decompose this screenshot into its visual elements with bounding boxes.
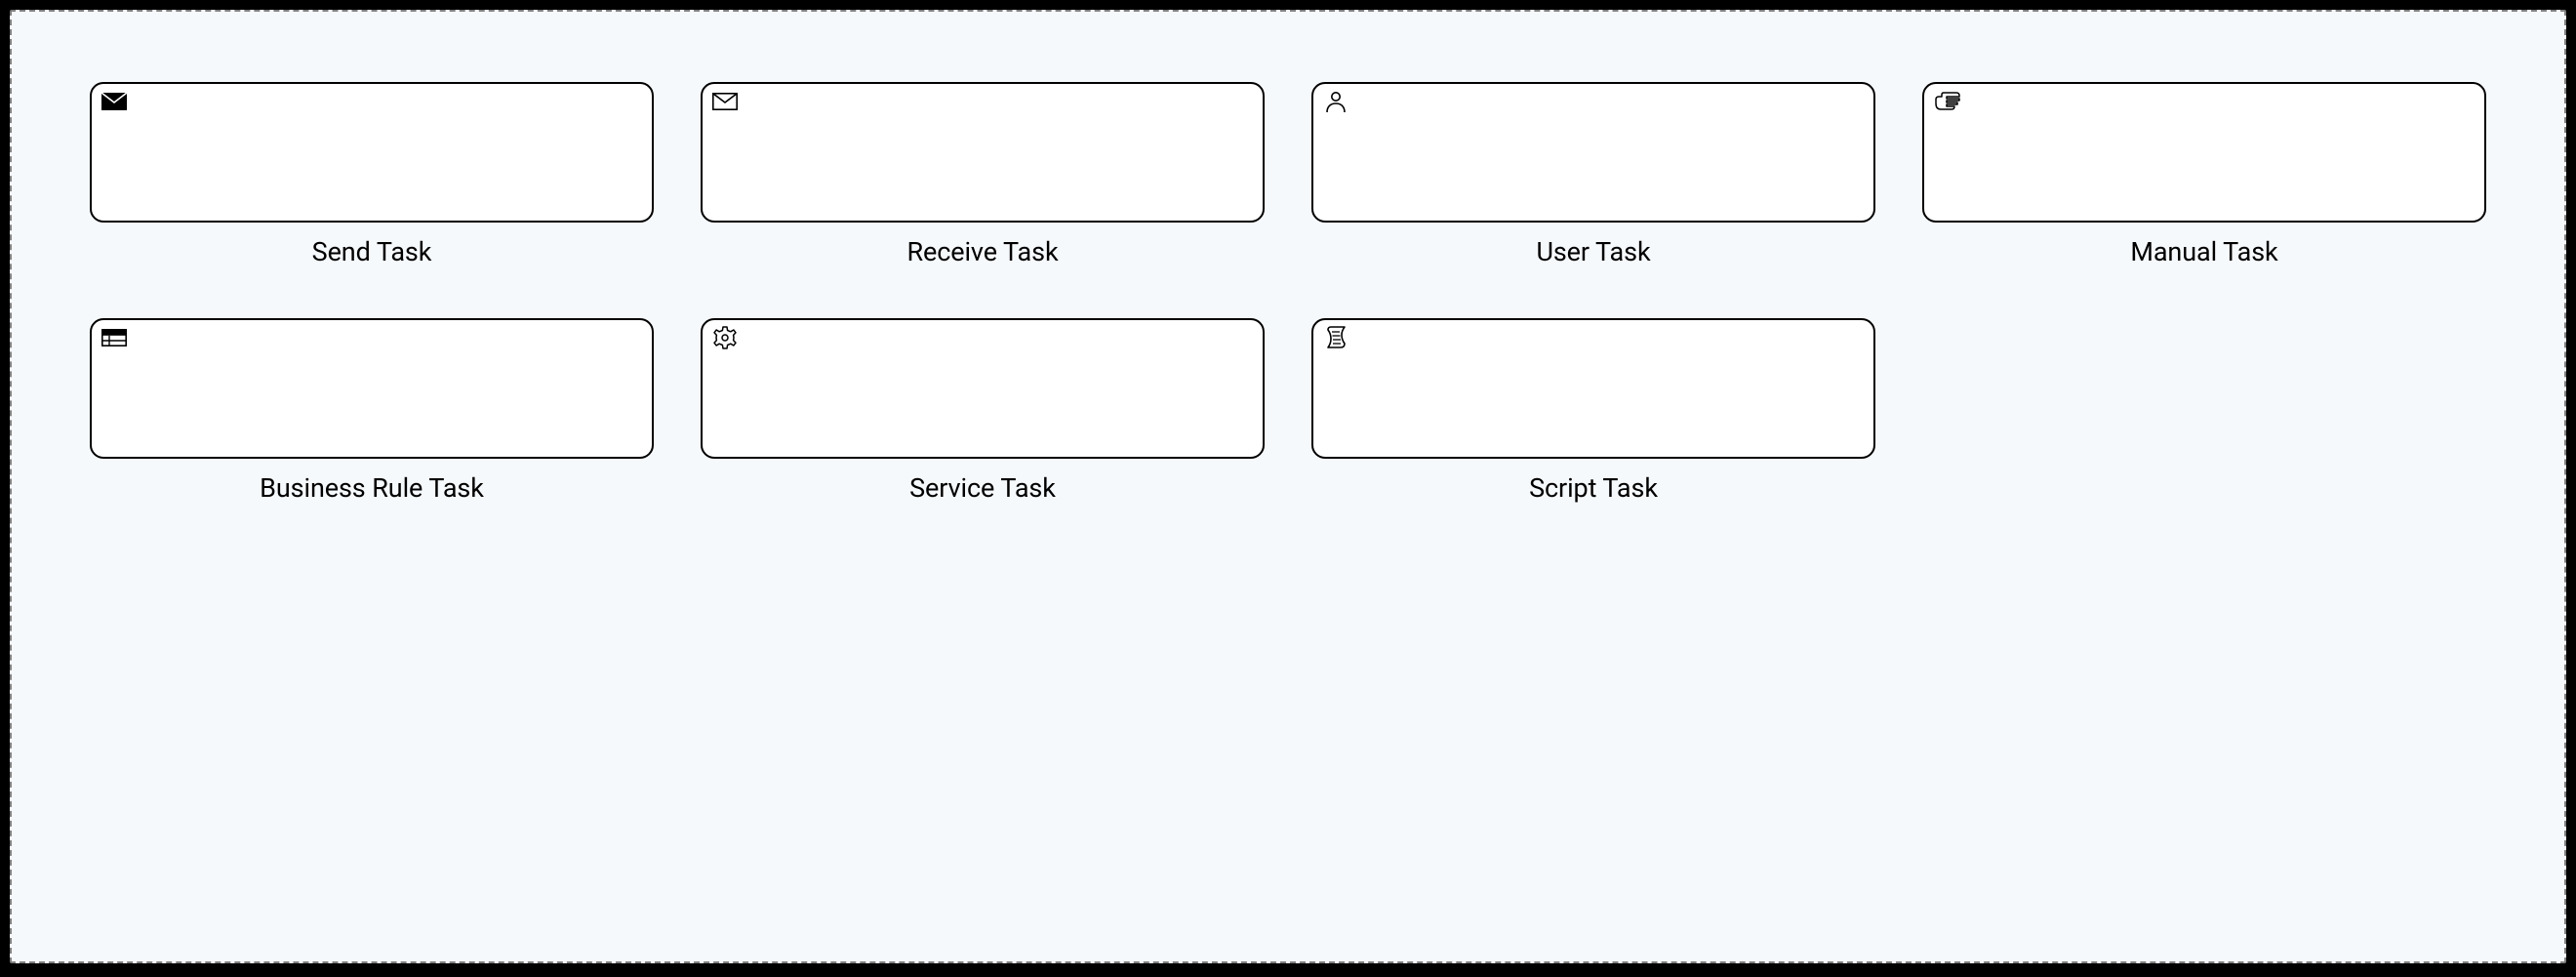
- task-box-manual: [1922, 82, 2486, 223]
- table-icon: [100, 326, 129, 349]
- hand-icon: [1932, 90, 1961, 113]
- task-label: Service Task: [909, 472, 1056, 504]
- user-icon: [1321, 90, 1350, 113]
- task-label: Receive Task: [906, 236, 1058, 267]
- cell-service-task: Service Task: [701, 318, 1265, 504]
- task-box-business-rule: [90, 318, 654, 459]
- task-box-user: [1311, 82, 1875, 223]
- cell-script-task: Script Task: [1311, 318, 1875, 504]
- task-box-receive: [701, 82, 1265, 223]
- script-icon: [1321, 326, 1350, 349]
- task-label: Business Rule Task: [260, 472, 484, 504]
- envelope-filled-icon: [100, 90, 129, 113]
- task-box-script: [1311, 318, 1875, 459]
- cell-manual-task: Manual Task: [1922, 82, 2486, 267]
- task-label: User Task: [1536, 236, 1650, 267]
- cell-user-task: User Task: [1311, 82, 1875, 267]
- envelope-outline-icon: [710, 90, 740, 113]
- cell-business-rule-task: Business Rule Task: [90, 318, 654, 504]
- gear-icon: [710, 326, 740, 349]
- task-box-send: [90, 82, 654, 223]
- task-label: Send Task: [312, 236, 432, 267]
- task-label: Manual Task: [2130, 236, 2277, 267]
- task-grid: Send Task Receive Task: [90, 82, 2486, 504]
- diagram-frame: Send Task Receive Task: [8, 8, 2568, 965]
- task-box-service: [701, 318, 1265, 459]
- cell-send-task: Send Task: [90, 82, 654, 267]
- task-label: Script Task: [1529, 472, 1658, 504]
- bpmn-task-types-canvas: Send Task Receive Task: [10, 10, 2566, 963]
- cell-receive-task: Receive Task: [701, 82, 1265, 267]
